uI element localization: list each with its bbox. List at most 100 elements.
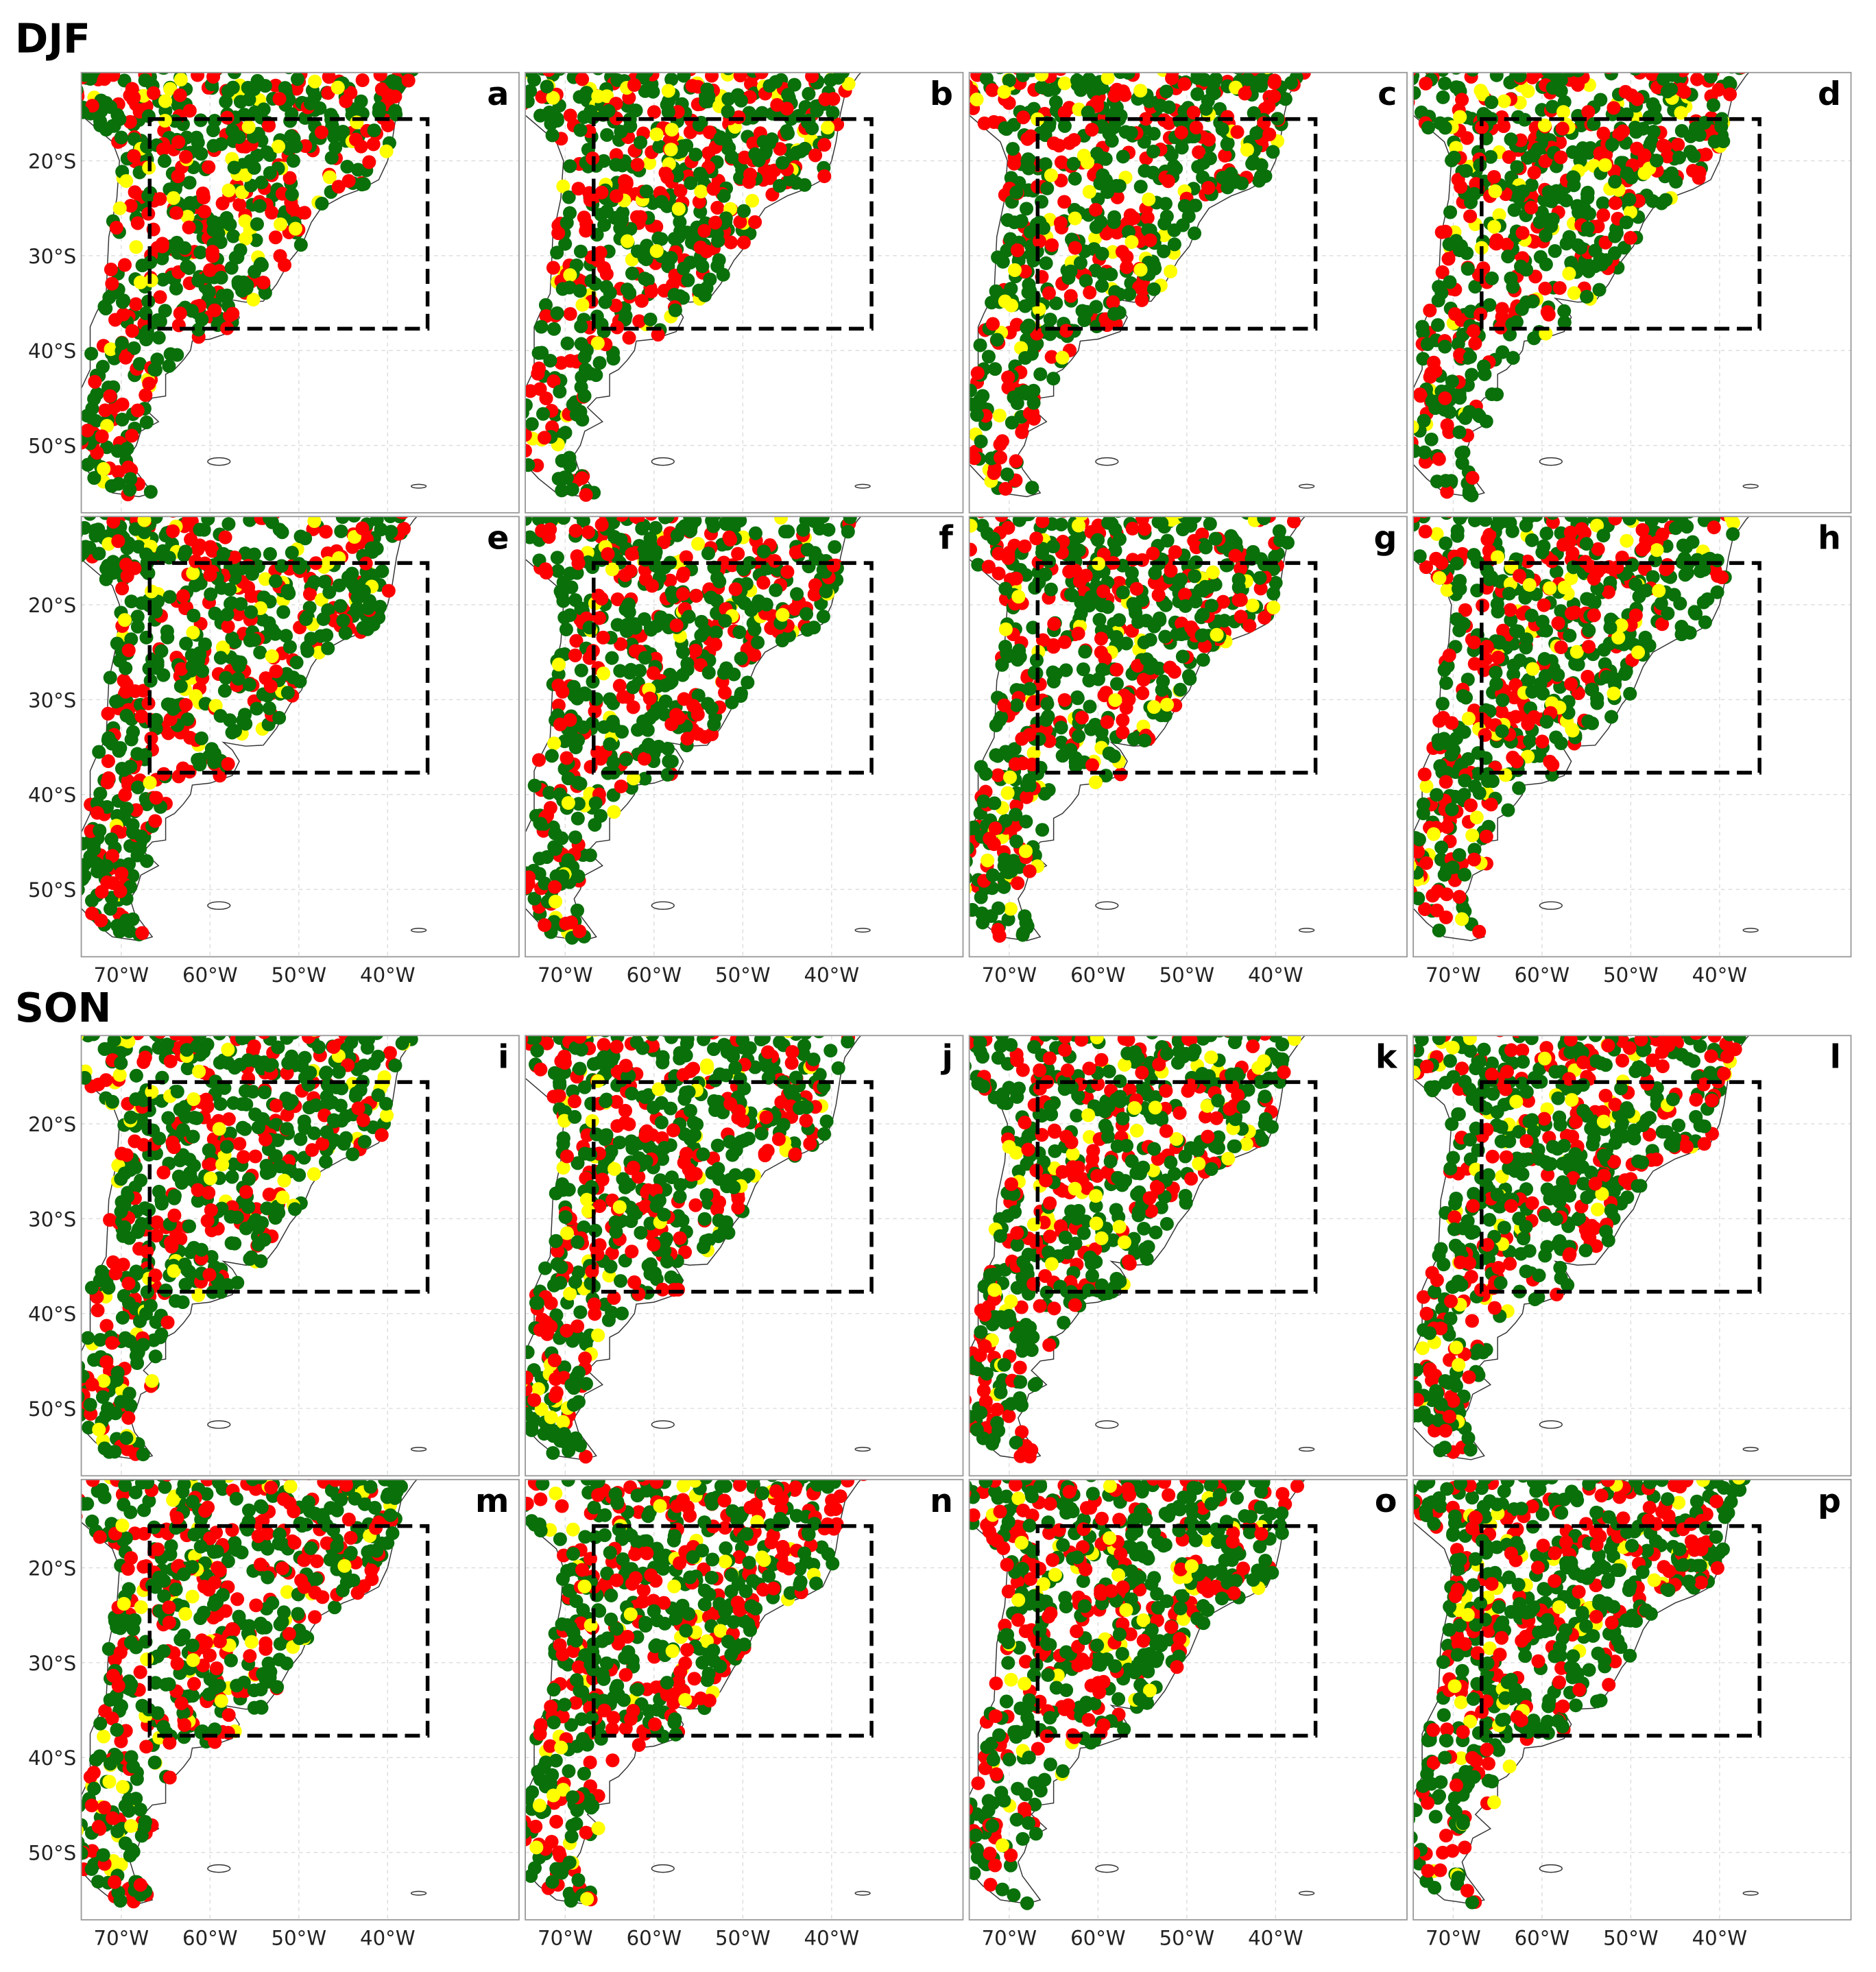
station-dot: [1399, 523, 1412, 537]
station-dot: [1176, 218, 1190, 232]
station-dot: [1220, 110, 1235, 124]
station-dot: [272, 92, 287, 106]
station-dot: [128, 185, 142, 200]
station-dot: [977, 116, 991, 130]
station-dot: [616, 690, 630, 704]
map-panel: [1413, 72, 1851, 513]
station-dot: [1015, 72, 1030, 82]
station-dot: [610, 320, 625, 335]
region-box: [147, 117, 430, 331]
station-dot: [816, 610, 830, 624]
station-dot: [1034, 80, 1048, 95]
station-dot: [191, 542, 205, 557]
station-dot: [187, 608, 201, 623]
station-dot: [129, 240, 143, 254]
station-dot: [531, 516, 546, 527]
station-dot: [174, 662, 189, 676]
station-dot: [1399, 518, 1413, 531]
station-dot: [1635, 121, 1650, 136]
station-dot: [1245, 72, 1253, 74]
station-dot: [280, 686, 295, 700]
station-dot: [1008, 757, 1023, 771]
station-dot: [574, 663, 588, 677]
station-dot: [1046, 674, 1061, 688]
station-dot: [1096, 584, 1111, 599]
station-dot: [1596, 126, 1611, 141]
station-dot: [1593, 146, 1607, 160]
station-dot: [819, 584, 833, 599]
station-dot: [509, 519, 522, 533]
station-dot: [1095, 246, 1109, 261]
station-dot: [646, 666, 660, 680]
station-dot: [1557, 315, 1572, 330]
station-dot: [547, 736, 562, 751]
station-dot: [1266, 600, 1281, 614]
station-dot: [626, 771, 640, 786]
station-dot: [1538, 281, 1552, 296]
station-dot: [626, 680, 640, 695]
region-box: [1035, 561, 1318, 775]
station-dot: [1030, 337, 1044, 351]
station-dot: [258, 79, 272, 93]
station-dot: [1186, 516, 1195, 518]
station-dot: [1126, 597, 1140, 611]
station-dot: [259, 145, 274, 160]
station-dot: [1108, 543, 1122, 557]
station-dot: [573, 123, 588, 137]
region-box: [1480, 117, 1761, 331]
station-dot: [1005, 298, 1019, 313]
station-dot: [1174, 573, 1188, 587]
station-dot: [1557, 304, 1572, 318]
station-dot: [563, 459, 577, 473]
station-dot: [1253, 169, 1268, 184]
station-dot: [733, 215, 747, 229]
station-dot: [563, 268, 577, 282]
station-dot: [1435, 265, 1450, 280]
station-dot: [1158, 197, 1172, 211]
station-dot: [117, 613, 132, 627]
station-dot: [971, 557, 985, 572]
station-dot: [1468, 336, 1482, 350]
station-dot: [596, 630, 610, 645]
station-dot: [1465, 368, 1479, 382]
station-dot: [1570, 238, 1585, 252]
station-dot: [85, 906, 99, 921]
station-dot: [92, 546, 106, 561]
station-dot: [1204, 599, 1218, 613]
station-dot: [701, 89, 716, 104]
station-dot: [1451, 337, 1465, 351]
station-dot: [1156, 674, 1170, 688]
station-dot: [1268, 550, 1282, 564]
station-dot: [1020, 132, 1035, 146]
station-dot: [171, 169, 185, 184]
station-dot: [1066, 156, 1081, 171]
map-panel: [509, 516, 963, 957]
station-dot: [1442, 425, 1456, 440]
station-dot: [125, 324, 139, 338]
station-dot: [279, 629, 293, 643]
station-dot: [1452, 243, 1467, 258]
station-dot: [1116, 713, 1130, 728]
station-dot: [1646, 194, 1660, 208]
y-tick-label: 40°S: [28, 339, 76, 363]
station-dot: [703, 272, 717, 287]
station-dot: [1509, 315, 1524, 329]
station-dot: [579, 217, 594, 231]
station-dot: [637, 751, 651, 766]
station-dot: [81, 423, 95, 437]
station-dot: [705, 72, 719, 83]
station-dot: [115, 412, 130, 426]
station-dot: [1001, 912, 1015, 926]
station-dot: [1598, 158, 1612, 172]
station-dot: [1722, 87, 1737, 101]
station-dot: [545, 128, 560, 143]
station-dot: [736, 561, 750, 576]
station-dot: [1125, 521, 1140, 536]
station-dot: [1517, 112, 1532, 127]
station-dot: [215, 289, 230, 303]
station-dot: [1148, 566, 1162, 580]
station-dot: [710, 227, 724, 241]
panel-letter: c: [1378, 75, 1397, 113]
station-dot: [1044, 582, 1058, 597]
station-dot: [1083, 699, 1097, 714]
